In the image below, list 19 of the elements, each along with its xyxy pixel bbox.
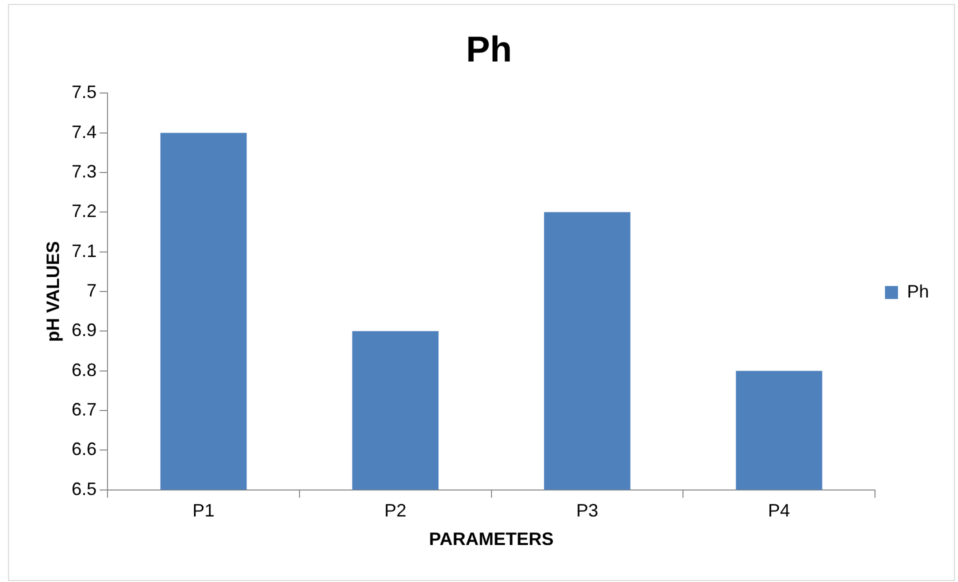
y-tick-label: 7.4 [72, 122, 97, 142]
y-tick-label: 6.5 [72, 478, 97, 499]
chart-title: Ph [466, 28, 512, 70]
legend-label: Ph [906, 281, 930, 302]
y-tick-label: 7.2 [72, 201, 97, 222]
x-axis-title: PARAMETERS [428, 529, 554, 550]
y-axis-title: pH VALUES [42, 241, 63, 342]
x-tick-label: P2 [384, 500, 406, 521]
x-tick-label: P1 [192, 500, 215, 521]
y-tick-label: 6.8 [72, 360, 97, 380]
y-tick-label: 7.3 [72, 161, 97, 182]
y-tick-label: 6.7 [72, 399, 97, 420]
y-tick-label: 7.1 [72, 240, 97, 261]
y-tick-label: 6.6 [72, 439, 97, 460]
x-tick-label: P3 [576, 500, 598, 521]
y-tick-label: 7 [86, 280, 97, 300]
x-tick-label: P4 [768, 500, 790, 521]
y-tick-label: 7.5 [72, 82, 97, 102]
y-tick-label: 6.9 [72, 320, 97, 340]
